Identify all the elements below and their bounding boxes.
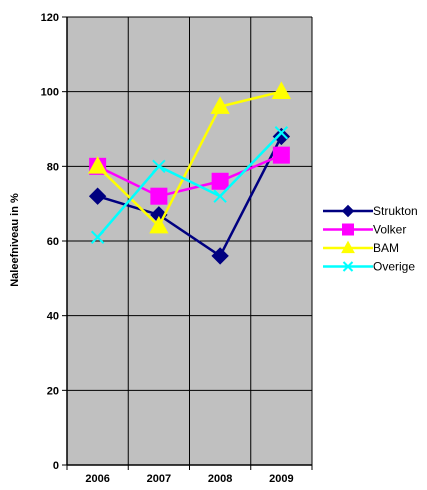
marker-stroke — [213, 189, 227, 203]
legend-label-overige: Overige — [373, 260, 415, 274]
axes: 0 20 40 60 80 100 120 2006 2007 2008 2009 — [41, 12, 313, 485]
x-tick-label: 2009 — [269, 473, 293, 485]
series-line-bam — [96, 90, 282, 229]
marker-stroke — [90, 230, 105, 244]
legend-item-overige: Overige — [323, 260, 415, 274]
y-tick-label: 120 — [41, 12, 59, 24]
data-point-overige — [90, 230, 105, 244]
y-tick-label: 0 — [53, 460, 59, 472]
data-point-volker — [211, 172, 229, 190]
legend-marker-volker — [342, 223, 354, 236]
data-point-overige — [274, 126, 289, 140]
y-tick-label: 60 — [47, 236, 59, 248]
y-axis-title: Naleefniveau in % — [9, 193, 21, 287]
data-point-bam — [149, 215, 169, 234]
data-point-volker — [150, 187, 168, 205]
series — [87, 81, 292, 265]
y-tick-label: 40 — [47, 311, 59, 323]
legend-label-strukton: Strukton — [373, 204, 418, 218]
legend-label-bam: BAM — [373, 241, 399, 255]
legend: Strukton Volker BAM Overige — [323, 204, 418, 274]
legend-marker-bam — [341, 240, 355, 254]
y-tick-label: 80 — [47, 161, 59, 173]
marker-stroke — [274, 126, 289, 140]
data-point-strukton — [272, 127, 291, 146]
data-point-bam — [271, 81, 292, 99]
marker-stroke — [342, 261, 354, 272]
data-point-overige — [152, 159, 166, 174]
x-tick-label: 2008 — [208, 473, 232, 485]
legend-item-volker: Volker — [323, 223, 406, 237]
x-tick-label: 2006 — [85, 473, 109, 485]
y-tick-label: 20 — [47, 385, 59, 397]
series-line-volker — [97, 153, 282, 198]
y-tick-label: 100 — [41, 87, 59, 99]
grid — [67, 16, 313, 465]
series-line-strukton — [97, 135, 283, 258]
marker-stroke — [152, 159, 166, 174]
data-point-strukton — [88, 187, 107, 205]
legend-marker-strukton — [341, 204, 355, 218]
data-point-bam — [210, 96, 230, 114]
data-point-bam — [87, 156, 108, 174]
data-point-strukton — [211, 247, 229, 265]
legend-item-strukton: Strukton — [323, 204, 418, 218]
legend-marker-overige — [342, 261, 354, 272]
x-tick-label: 2007 — [147, 473, 171, 485]
legend-label-volker: Volker — [373, 223, 406, 237]
legend-item-bam: BAM — [323, 240, 399, 255]
series-line-overige — [96, 131, 283, 239]
data-point-volker — [272, 146, 290, 164]
data-point-overige — [213, 189, 227, 203]
